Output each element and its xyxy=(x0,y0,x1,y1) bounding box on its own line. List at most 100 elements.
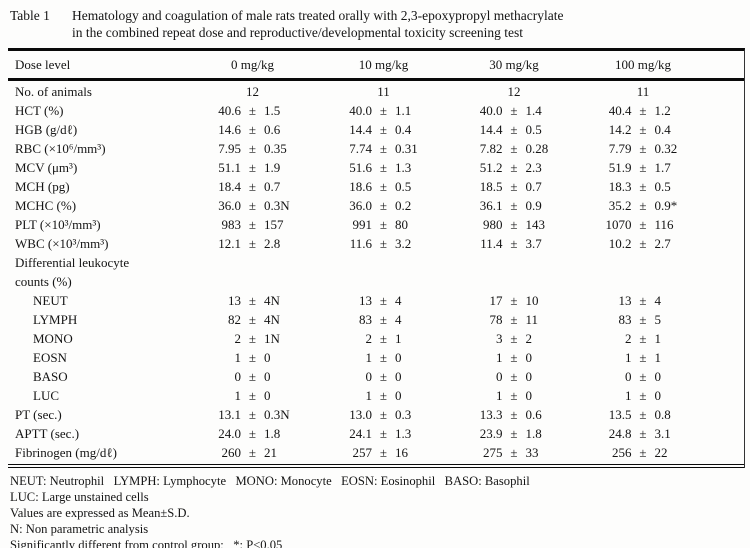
value-cell: 13 ±4 xyxy=(317,291,450,310)
column-header-100mg: 100 mg/kg xyxy=(615,56,671,72)
sd-value: 0.6 xyxy=(264,122,281,137)
plus-minus-sign: ± xyxy=(379,369,388,384)
value-cell: 1070 ±116 xyxy=(578,215,708,234)
value-cell: 3 ±2 xyxy=(450,329,578,348)
mean-value: 18.5 xyxy=(479,179,503,194)
value-cell: 2 ±1 xyxy=(578,329,708,348)
sd-value: 1.3 xyxy=(395,160,412,175)
value-cell: 12 xyxy=(507,84,521,99)
footnote-significance: Significantly different from control gro… xyxy=(10,538,283,548)
plus-minus-sign: ± xyxy=(510,103,518,118)
value-cell: 14.6 ±0.6 xyxy=(188,120,317,139)
value-cell: 980 ±143 xyxy=(450,215,578,234)
mean-value: 260 xyxy=(221,445,242,460)
plus-minus-sign: ± xyxy=(248,141,257,156)
sd-value: 0.7 xyxy=(525,179,542,194)
table-row: RBC (×10⁶/mm³) 7.95 ±0.35 7.74 ±0.31 7.82 ±0.2… xyxy=(8,139,744,158)
plus-minus-sign: ± xyxy=(510,293,518,308)
table-title-line1: Hematology and coagulation of male rats … xyxy=(72,8,564,23)
table-row: LUC 1 ±0 1 ±0 1 ±0 1 ±0 xyxy=(8,386,744,405)
sd-value: 2.8 xyxy=(264,236,281,251)
table-row: BASO 0 ±0 0 ±0 0 ±0 0 ±0 xyxy=(8,367,744,386)
footnote-abbreviations: NEUT: Neutrophil LYMPH: Lymphocyte MONO:… xyxy=(10,474,530,488)
plus-minus-sign: ± xyxy=(379,331,388,346)
sd-value: 0 xyxy=(395,350,402,365)
mean-value: 24.8 xyxy=(608,426,632,441)
plus-minus-sign: ± xyxy=(510,122,518,137)
value-cell: 40.0 ±1.1 xyxy=(317,101,450,120)
plus-minus-sign: ± xyxy=(379,236,388,251)
sd-value: 0.5 xyxy=(654,179,671,194)
plus-minus-sign: ± xyxy=(248,312,257,327)
plus-minus-sign: ± xyxy=(510,369,518,384)
sd-value: 0.4 xyxy=(654,122,671,137)
sd-value: 1.1 xyxy=(395,103,412,118)
plus-minus-sign: ± xyxy=(639,122,647,137)
mean-value: 17 xyxy=(489,293,503,308)
sd-value: 3.7 xyxy=(525,236,542,251)
value-cell: 24.0 ±1.8 xyxy=(188,424,317,443)
value-cell: 11 xyxy=(377,84,390,99)
mean-value: 13.3 xyxy=(479,407,503,422)
value-cell: 24.8 ±3.1 xyxy=(578,424,708,443)
table-caption: Table 1 Hematology and coagulation of ma… xyxy=(10,8,745,41)
mean-value: 7.79 xyxy=(608,141,632,156)
plus-minus-sign: ± xyxy=(639,217,647,232)
value-cell: 36.1 ±0.9 xyxy=(450,196,578,215)
plus-minus-sign: ± xyxy=(379,179,388,194)
value-cell: 17 ±10 xyxy=(450,291,578,310)
value-cell: 78 ±11 xyxy=(450,310,578,329)
sd-value: 0.31 xyxy=(395,141,418,156)
value-cell: 7.82 ±0.28 xyxy=(450,139,578,158)
value-cell: 0 ±0 xyxy=(188,367,317,386)
plus-minus-sign: ± xyxy=(248,426,257,441)
footnote-luc: LUC: Large unstained cells xyxy=(10,490,149,504)
mean-value: 0 xyxy=(625,369,632,384)
sd-value: 22 xyxy=(654,445,668,460)
mean-value: 51.1 xyxy=(218,160,241,175)
value-cell: 10.2 ±2.7 xyxy=(578,234,708,253)
footnote-nonparametric: N: Non parametric analysis xyxy=(10,522,149,536)
mean-value: 257 xyxy=(352,445,373,460)
plus-minus-sign: ± xyxy=(248,293,257,308)
plus-minus-sign: ± xyxy=(510,350,518,365)
mean-value: 23.9 xyxy=(479,426,503,441)
value-cell: 83 ±5 xyxy=(578,310,708,329)
row-label: MONO xyxy=(33,331,73,346)
sd-value: 4 xyxy=(654,293,662,308)
value-cell: 24.1 ±1.3 xyxy=(317,424,450,443)
sd-value: 5 xyxy=(654,312,662,327)
value-cell: 51.2 ±2.3 xyxy=(450,158,578,177)
plus-minus-sign: ± xyxy=(639,312,647,327)
table-row: HGB (g/dℓ) 14.6 ±0.6 14.4 ±0.4 14.4 ±0.5 14.2 ±0… xyxy=(8,120,744,139)
plus-minus-sign: ± xyxy=(510,141,518,156)
plus-minus-sign: ± xyxy=(639,350,647,365)
sd-value: 0.2 xyxy=(395,198,412,213)
value-cell: 1 ±0 xyxy=(317,348,450,367)
mean-value: 1 xyxy=(234,388,242,403)
value-cell: 0 ±0 xyxy=(578,367,708,386)
value-cell: 2 ±1 xyxy=(317,329,450,348)
table-number: Table 1 xyxy=(10,8,50,23)
sd-value: 2 xyxy=(525,331,533,346)
value-cell: 11.4 ±3.7 xyxy=(450,234,578,253)
value-cell: 1 ±0 xyxy=(450,386,578,405)
mean-value: 2 xyxy=(234,331,242,346)
sd-value: 1.9 xyxy=(264,160,281,175)
table-row: No. of animals 12 11 12 11 xyxy=(8,82,744,101)
value-cell: 275 ±33 xyxy=(450,443,578,462)
table-body: No. of animals 12 11 12 11 HCT (%) 40.6 ±1.5 40.… xyxy=(8,81,744,468)
value-cell: 991 ±80 xyxy=(317,215,450,234)
value-cell: 12.1 ±2.8 xyxy=(188,234,317,253)
row-label: PLT (×10³/mm³) xyxy=(15,217,101,232)
mean-value: 24.1 xyxy=(349,426,372,441)
sd-value: 0.5 xyxy=(395,179,412,194)
plus-minus-sign: ± xyxy=(379,198,388,213)
plus-minus-sign: ± xyxy=(379,445,388,460)
sd-value: 33 xyxy=(525,445,539,460)
value-cell: 14.2 ±0.4 xyxy=(578,120,708,139)
sd-value: 0 xyxy=(395,369,402,384)
sd-value: 16 xyxy=(395,445,408,460)
sd-value: 0 xyxy=(525,369,533,384)
plus-minus-sign: ± xyxy=(379,122,388,137)
